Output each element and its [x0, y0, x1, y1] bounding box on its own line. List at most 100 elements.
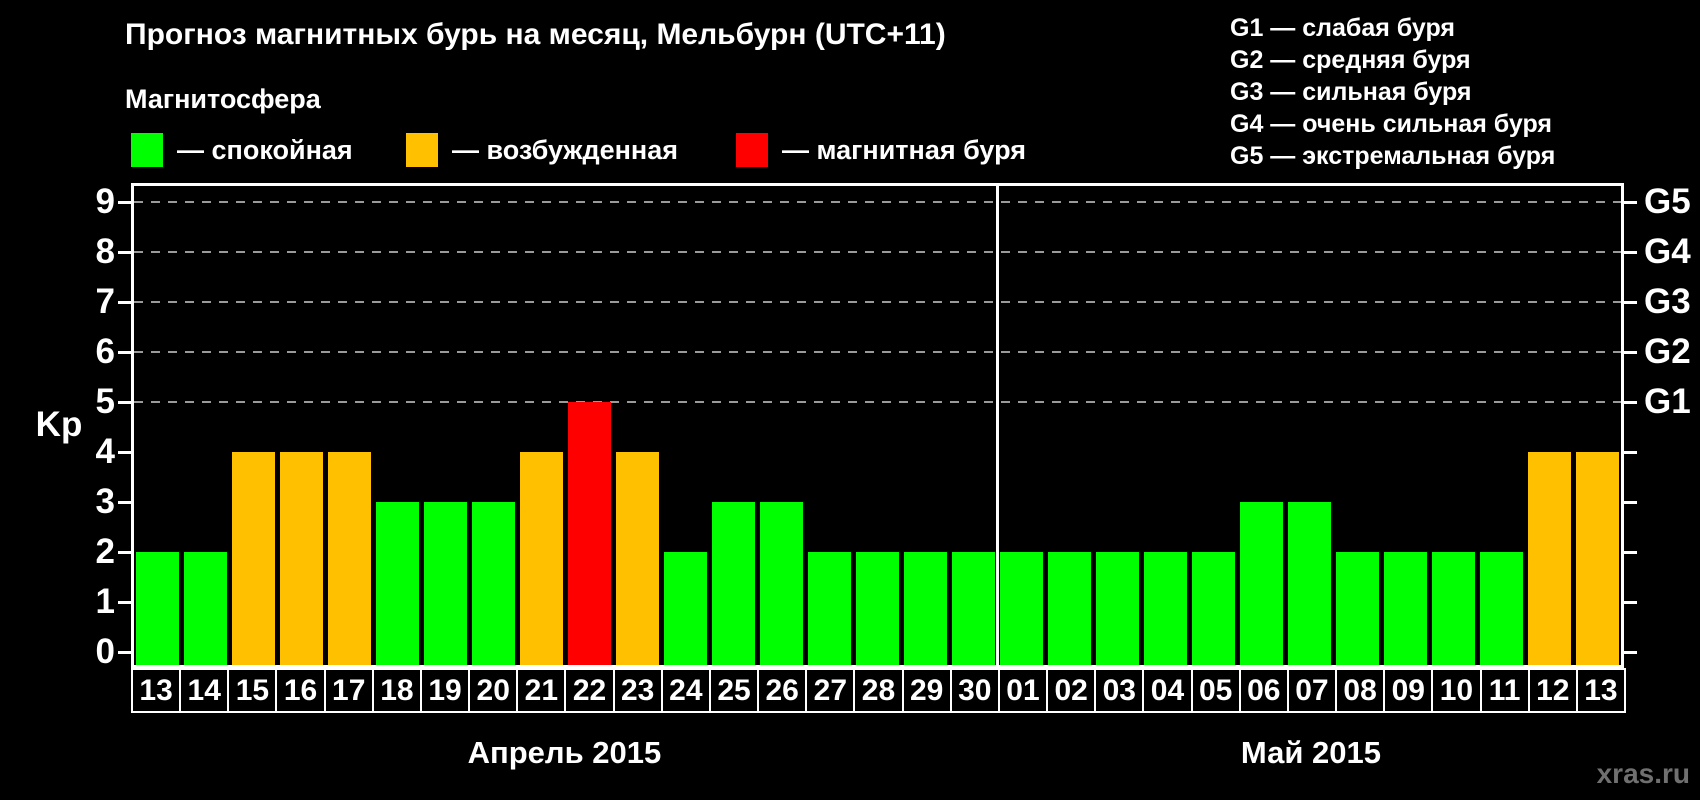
- legend-item-excited: — возбужденная: [406, 132, 678, 168]
- day-label-17: 17: [323, 668, 374, 713]
- legend-label-quiet: — спокойная: [177, 134, 353, 165]
- day-label-09: 09: [1383, 668, 1434, 713]
- kp-bar-05: [1191, 552, 1235, 665]
- excited-color-swatch: [406, 133, 438, 167]
- kp-bar-30: [951, 552, 995, 665]
- day-label-13: 13: [1575, 668, 1626, 713]
- kp-bar-15: [232, 452, 276, 665]
- kp-bar-24: [664, 552, 708, 665]
- kp-bar-11: [1479, 552, 1523, 665]
- day-label-28: 28: [853, 668, 904, 713]
- kp-bar-14: [184, 552, 228, 665]
- y-axis-label-2: 2: [95, 532, 115, 571]
- day-label-07: 07: [1286, 668, 1338, 713]
- gridline-kp7: [134, 301, 1621, 303]
- y-axis-tick-right: [1624, 600, 1637, 604]
- y-axis-tick-left: [118, 300, 131, 304]
- gridline-kp6: [134, 351, 1621, 353]
- y-axis-label-1: 1: [95, 582, 115, 621]
- y-axis-tick-left: [118, 650, 131, 654]
- kp-bar-16: [280, 452, 324, 665]
- y-axis-label-3: 3: [95, 482, 115, 521]
- y-axis-tick-right: [1624, 250, 1637, 254]
- kp-bar-09: [1383, 552, 1427, 665]
- storm-color-swatch: [736, 133, 768, 167]
- page-title: Прогноз магнитных бурь на месяц, Мельбур…: [125, 18, 946, 51]
- g-legend-line-g3: G3 — сильная буря: [1230, 78, 1472, 106]
- y-axis-label-7: 7: [95, 282, 115, 321]
- g-legend-line-g5: G5 — экстремальная буря: [1230, 142, 1556, 170]
- kp-bar-03: [1095, 552, 1139, 665]
- y-axis-label-4: 4: [95, 432, 115, 471]
- day-label-23: 23: [612, 668, 663, 713]
- kp-bar-04: [1143, 552, 1187, 665]
- kp-bar-21: [520, 452, 564, 665]
- day-label-20: 20: [468, 668, 519, 713]
- kp-bar-18: [376, 502, 420, 665]
- kp-bar-19: [424, 502, 468, 665]
- legend-label-storm: — магнитная буря: [782, 134, 1026, 165]
- month-label-1: Апрель 2015: [467, 735, 662, 770]
- y-axis-tick-right: [1624, 650, 1637, 654]
- day-label-13: 13: [131, 668, 182, 713]
- kp-bar-28: [856, 552, 899, 665]
- day-label-21: 21: [516, 668, 567, 713]
- day-label-01: 01: [997, 668, 1049, 713]
- month-separator: [996, 186, 999, 665]
- y-axis-label-5: 5: [95, 382, 115, 421]
- y-axis-tick-right: [1624, 450, 1637, 454]
- gridline-kp8: [134, 251, 1621, 253]
- kp-bar-22: [568, 402, 612, 665]
- plot-area: [131, 183, 1624, 668]
- g-scale-legend: G1 — слабая буря G2 — средняя буря G3 — …: [1230, 12, 1555, 172]
- g-legend-line-g2: G2 — средняя буря: [1230, 46, 1471, 74]
- day-label-19: 19: [419, 668, 471, 713]
- kp-bar-02: [1047, 552, 1091, 665]
- y-axis-tick-left: [118, 550, 131, 554]
- g-axis-label-g4: G4: [1644, 232, 1691, 271]
- gridline-kp9: [134, 201, 1621, 203]
- kp-bar-08: [1335, 552, 1379, 665]
- y-axis-tick-left: [118, 400, 131, 404]
- y-axis-tick-right: [1624, 550, 1637, 554]
- day-label-25: 25: [708, 668, 760, 713]
- y-axis-tick-right: [1624, 350, 1637, 354]
- y-axis-tick-right: [1624, 300, 1637, 304]
- day-label-16: 16: [275, 668, 326, 713]
- day-label-26: 26: [757, 668, 808, 713]
- kp-bar-20: [472, 502, 516, 665]
- g-legend-line-g1: G1 — слабая буря: [1230, 14, 1456, 42]
- y-axis-label-6: 6: [95, 332, 115, 371]
- magnetosphere-subtitle: Магнитосфера: [125, 84, 321, 114]
- kp-bar-29: [903, 552, 947, 665]
- kp-bar-27: [808, 552, 852, 665]
- g-axis-label-g1: G1: [1644, 382, 1691, 421]
- kp-bar-17: [328, 452, 372, 665]
- legend-label-excited: — возбужденная: [452, 134, 678, 165]
- kp-bar-10: [1431, 552, 1475, 665]
- y-axis-tick-right: [1624, 500, 1637, 504]
- day-label-24: 24: [660, 668, 711, 713]
- legend-item-quiet: — спокойная: [131, 132, 353, 168]
- day-label-02: 02: [1046, 668, 1097, 713]
- kp-bar-13: [1575, 452, 1619, 665]
- day-label-22: 22: [564, 668, 615, 713]
- legend-item-storm: — магнитная буря: [736, 132, 1026, 168]
- quiet-color-swatch: [131, 133, 163, 167]
- y-axis-tick-right: [1624, 200, 1637, 204]
- y-axis-label-8: 8: [95, 232, 115, 271]
- y-axis-tick-left: [118, 450, 131, 454]
- day-label-10: 10: [1431, 668, 1482, 713]
- y-axis-tick-left: [118, 250, 131, 254]
- day-label-14: 14: [179, 668, 230, 713]
- g-axis-label-g5: G5: [1644, 182, 1691, 221]
- day-label-04: 04: [1142, 668, 1193, 713]
- watermark: xras.ru: [1596, 758, 1690, 789]
- kp-bar-23: [616, 452, 660, 665]
- g-axis-label-g2: G2: [1644, 332, 1691, 371]
- kp-bar-06: [1239, 502, 1283, 665]
- kp-axis-label: Kp: [35, 405, 83, 444]
- day-label-12: 12: [1527, 668, 1578, 713]
- y-axis-tick-left: [118, 350, 131, 354]
